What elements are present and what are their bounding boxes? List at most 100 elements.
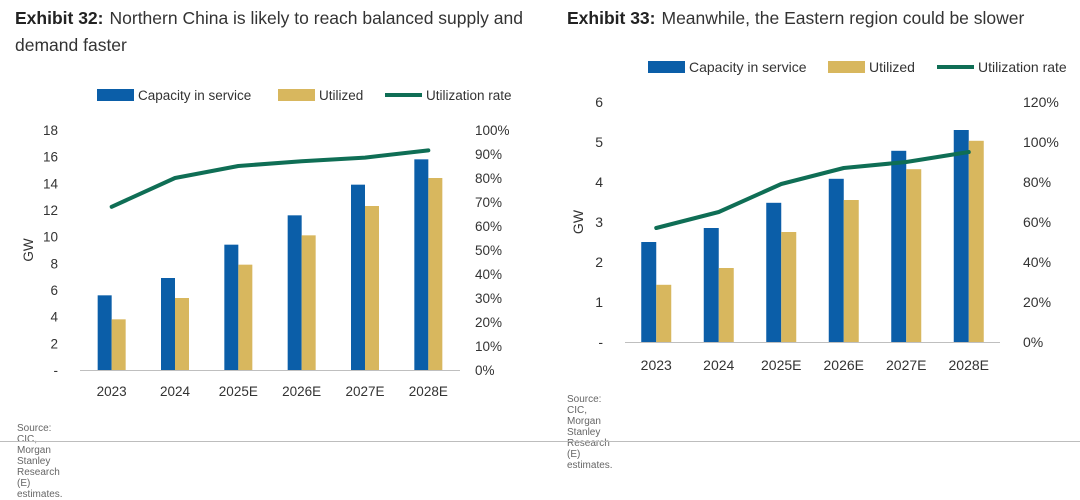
ex33-y-tick-4: 4: [595, 174, 603, 190]
ex33-bar-utilized-3: [843, 200, 859, 342]
ex32-y2-tick-3: 30%: [475, 291, 502, 306]
ex32-y2-tick-9: 90%: [475, 147, 502, 162]
ex33-bar-capacity-0: [641, 242, 657, 342]
ex32-bar-capacity-3: [287, 215, 302, 370]
ex33-y-tick-2: 2: [595, 254, 603, 270]
ex33-y-tick-5: 5: [595, 134, 603, 150]
ex33-bar-utilized-5: [968, 140, 984, 342]
ex33-bar-capacity-2: [766, 202, 782, 342]
ex33-legend-swatch-0: [648, 61, 685, 73]
ex32-bar-utilized-5: [428, 178, 443, 370]
ex32-bar-utilized-3: [301, 235, 316, 370]
ex32-x-tick-5: 2028E: [409, 384, 448, 399]
ex33-y2-tick-3: 60%: [1023, 214, 1051, 230]
ex32-y2-tick-5: 50%: [475, 243, 502, 258]
ex32-y2-tick-7: 70%: [475, 195, 502, 210]
ex32-y2-tick-10: 100%: [475, 123, 510, 138]
exhibit-33-title: Exhibit 33: Meanwhile, the Eastern region…: [567, 5, 1077, 32]
ex33-x-tick-1: 2024: [703, 357, 734, 373]
exhibit-32-chart: Capacity in service Utilized Utilization r…: [21, 88, 512, 399]
ex32-y2-tick-6: 60%: [475, 219, 502, 234]
ex32-bar-utilized-2: [238, 264, 253, 370]
ex33-utilization-point-0: [654, 226, 658, 230]
page-divider: [0, 441, 1080, 442]
ex32-x-tick-2: 2025E: [219, 384, 258, 399]
ex32-y-axis-label: GW: [21, 238, 36, 262]
ex32-bar-utilized-0: [111, 319, 126, 370]
ex33-x-tick-4: 2027E: [886, 357, 926, 373]
exhibit-32-title-text: Northern China is likely to reach balanc…: [15, 8, 523, 55]
ex33-bar-utilized-0: [656, 284, 672, 342]
ex32-y-tick-4: 8: [50, 256, 58, 271]
ex32-bar-capacity-1: [161, 278, 175, 370]
ex32-utilization-point-1: [173, 176, 177, 180]
ex32-y-tick-1: 2: [50, 336, 58, 351]
ex32-y-tick-5: 10: [43, 230, 58, 245]
ex33-utilization-point-1: [717, 210, 721, 214]
exhibit-33-title-text: Meanwhile, the Eastern region could be s…: [661, 8, 1025, 28]
exhibit-33-source: Source: CIC, Morgan Stanley Research (E)…: [567, 394, 613, 471]
ex32-utilization-point-0: [110, 205, 114, 209]
ex32-y-tick-0: -: [54, 363, 59, 378]
ex32-bar-capacity-0: [97, 295, 112, 370]
ex33-x-tick-5: 2028E: [949, 357, 989, 373]
ex32-bar-capacity-4: [351, 184, 365, 370]
ex32-y-tick-3: 6: [50, 283, 58, 298]
ex33-y2-tick-6: 120%: [1023, 94, 1059, 110]
ex33-y-tick-3: 3: [595, 214, 603, 230]
ex33-legend-label-2: Utilization rate: [978, 59, 1067, 75]
exhibit-33-chart: Capacity in service Utilized Utilization r…: [570, 59, 1067, 373]
ex32-x-tick-1: 2024: [160, 384, 191, 399]
exhibit-32-label: Exhibit 32:: [15, 8, 104, 28]
ex32-y-tick-9: 18: [43, 123, 58, 138]
ex33-legend-label-1: Utilized: [869, 59, 915, 75]
ex32-bar-capacity-5: [414, 159, 429, 370]
ex33-y-axis-label: GW: [570, 209, 586, 234]
ex33-y2-tick-0: 0%: [1023, 334, 1043, 350]
ex33-x-tick-3: 2026E: [824, 357, 864, 373]
ex32-y2-tick-1: 10%: [475, 339, 502, 354]
ex32-bar-capacity-2: [224, 244, 239, 370]
ex32-bar-utilized-4: [365, 206, 379, 370]
ex32-legend-swatch-0: [97, 89, 134, 101]
ex32-utilization-point-5: [426, 148, 430, 152]
ex32-legend-label-0: Capacity in service: [138, 88, 251, 103]
exhibit-32-source: Source: CIC, Morgan Stanley Research (E)…: [17, 423, 63, 500]
ex33-utilization-point-5: [967, 150, 971, 154]
ex32-x-tick-4: 2027E: [345, 384, 384, 399]
ex33-bar-capacity-1: [703, 228, 719, 342]
ex33-legend-swatch-1: [828, 61, 865, 73]
ex32-utilization-line: [109, 148, 431, 209]
ex32-y2-tick-2: 20%: [475, 315, 502, 330]
ex33-bar-utilized-2: [781, 232, 797, 342]
ex32-x-tick-0: 2023: [97, 384, 127, 399]
ex33-y-tick-0: -: [598, 334, 603, 350]
ex33-bar-capacity-5: [953, 130, 969, 342]
ex33-bar-utilized-4: [906, 169, 922, 342]
ex32-legend-label-2: Utilization rate: [426, 88, 512, 103]
ex32-legend-swatch-1: [278, 89, 315, 101]
ex33-utilization-point-3: [842, 166, 846, 170]
ex33-utilization-line: [654, 150, 971, 230]
ex32-x-tick-3: 2026E: [282, 384, 321, 399]
ex32-y-tick-7: 14: [43, 176, 59, 191]
ex33-y2-tick-5: 100%: [1023, 134, 1059, 150]
ex33-utilization-point-2: [779, 182, 783, 186]
ex33-y2-tick-1: 20%: [1023, 294, 1051, 310]
ex32-legend-label-1: Utilized: [319, 88, 363, 103]
ex33-legend-label-0: Capacity in service: [689, 59, 807, 75]
ex32-utilization-point-2: [236, 164, 240, 168]
ex33-y2-tick-2: 40%: [1023, 254, 1051, 270]
ex33-y-tick-1: 1: [595, 294, 603, 310]
ex33-y2-tick-4: 80%: [1023, 174, 1051, 190]
ex32-y-tick-8: 16: [43, 150, 58, 165]
ex33-x-tick-0: 2023: [641, 357, 672, 373]
ex33-bar-capacity-4: [891, 150, 907, 342]
exhibit-33-label: Exhibit 33:: [567, 8, 656, 28]
exhibit-32-title: Exhibit 32: Northern China is likely to r…: [15, 5, 545, 59]
ex32-y2-tick-0: 0%: [475, 363, 495, 378]
ex32-y2-tick-8: 80%: [475, 171, 502, 186]
ex32-y2-tick-4: 40%: [475, 267, 502, 282]
ex32-utilization-point-4: [363, 156, 367, 160]
ex33-y-tick-6: 6: [595, 94, 603, 110]
